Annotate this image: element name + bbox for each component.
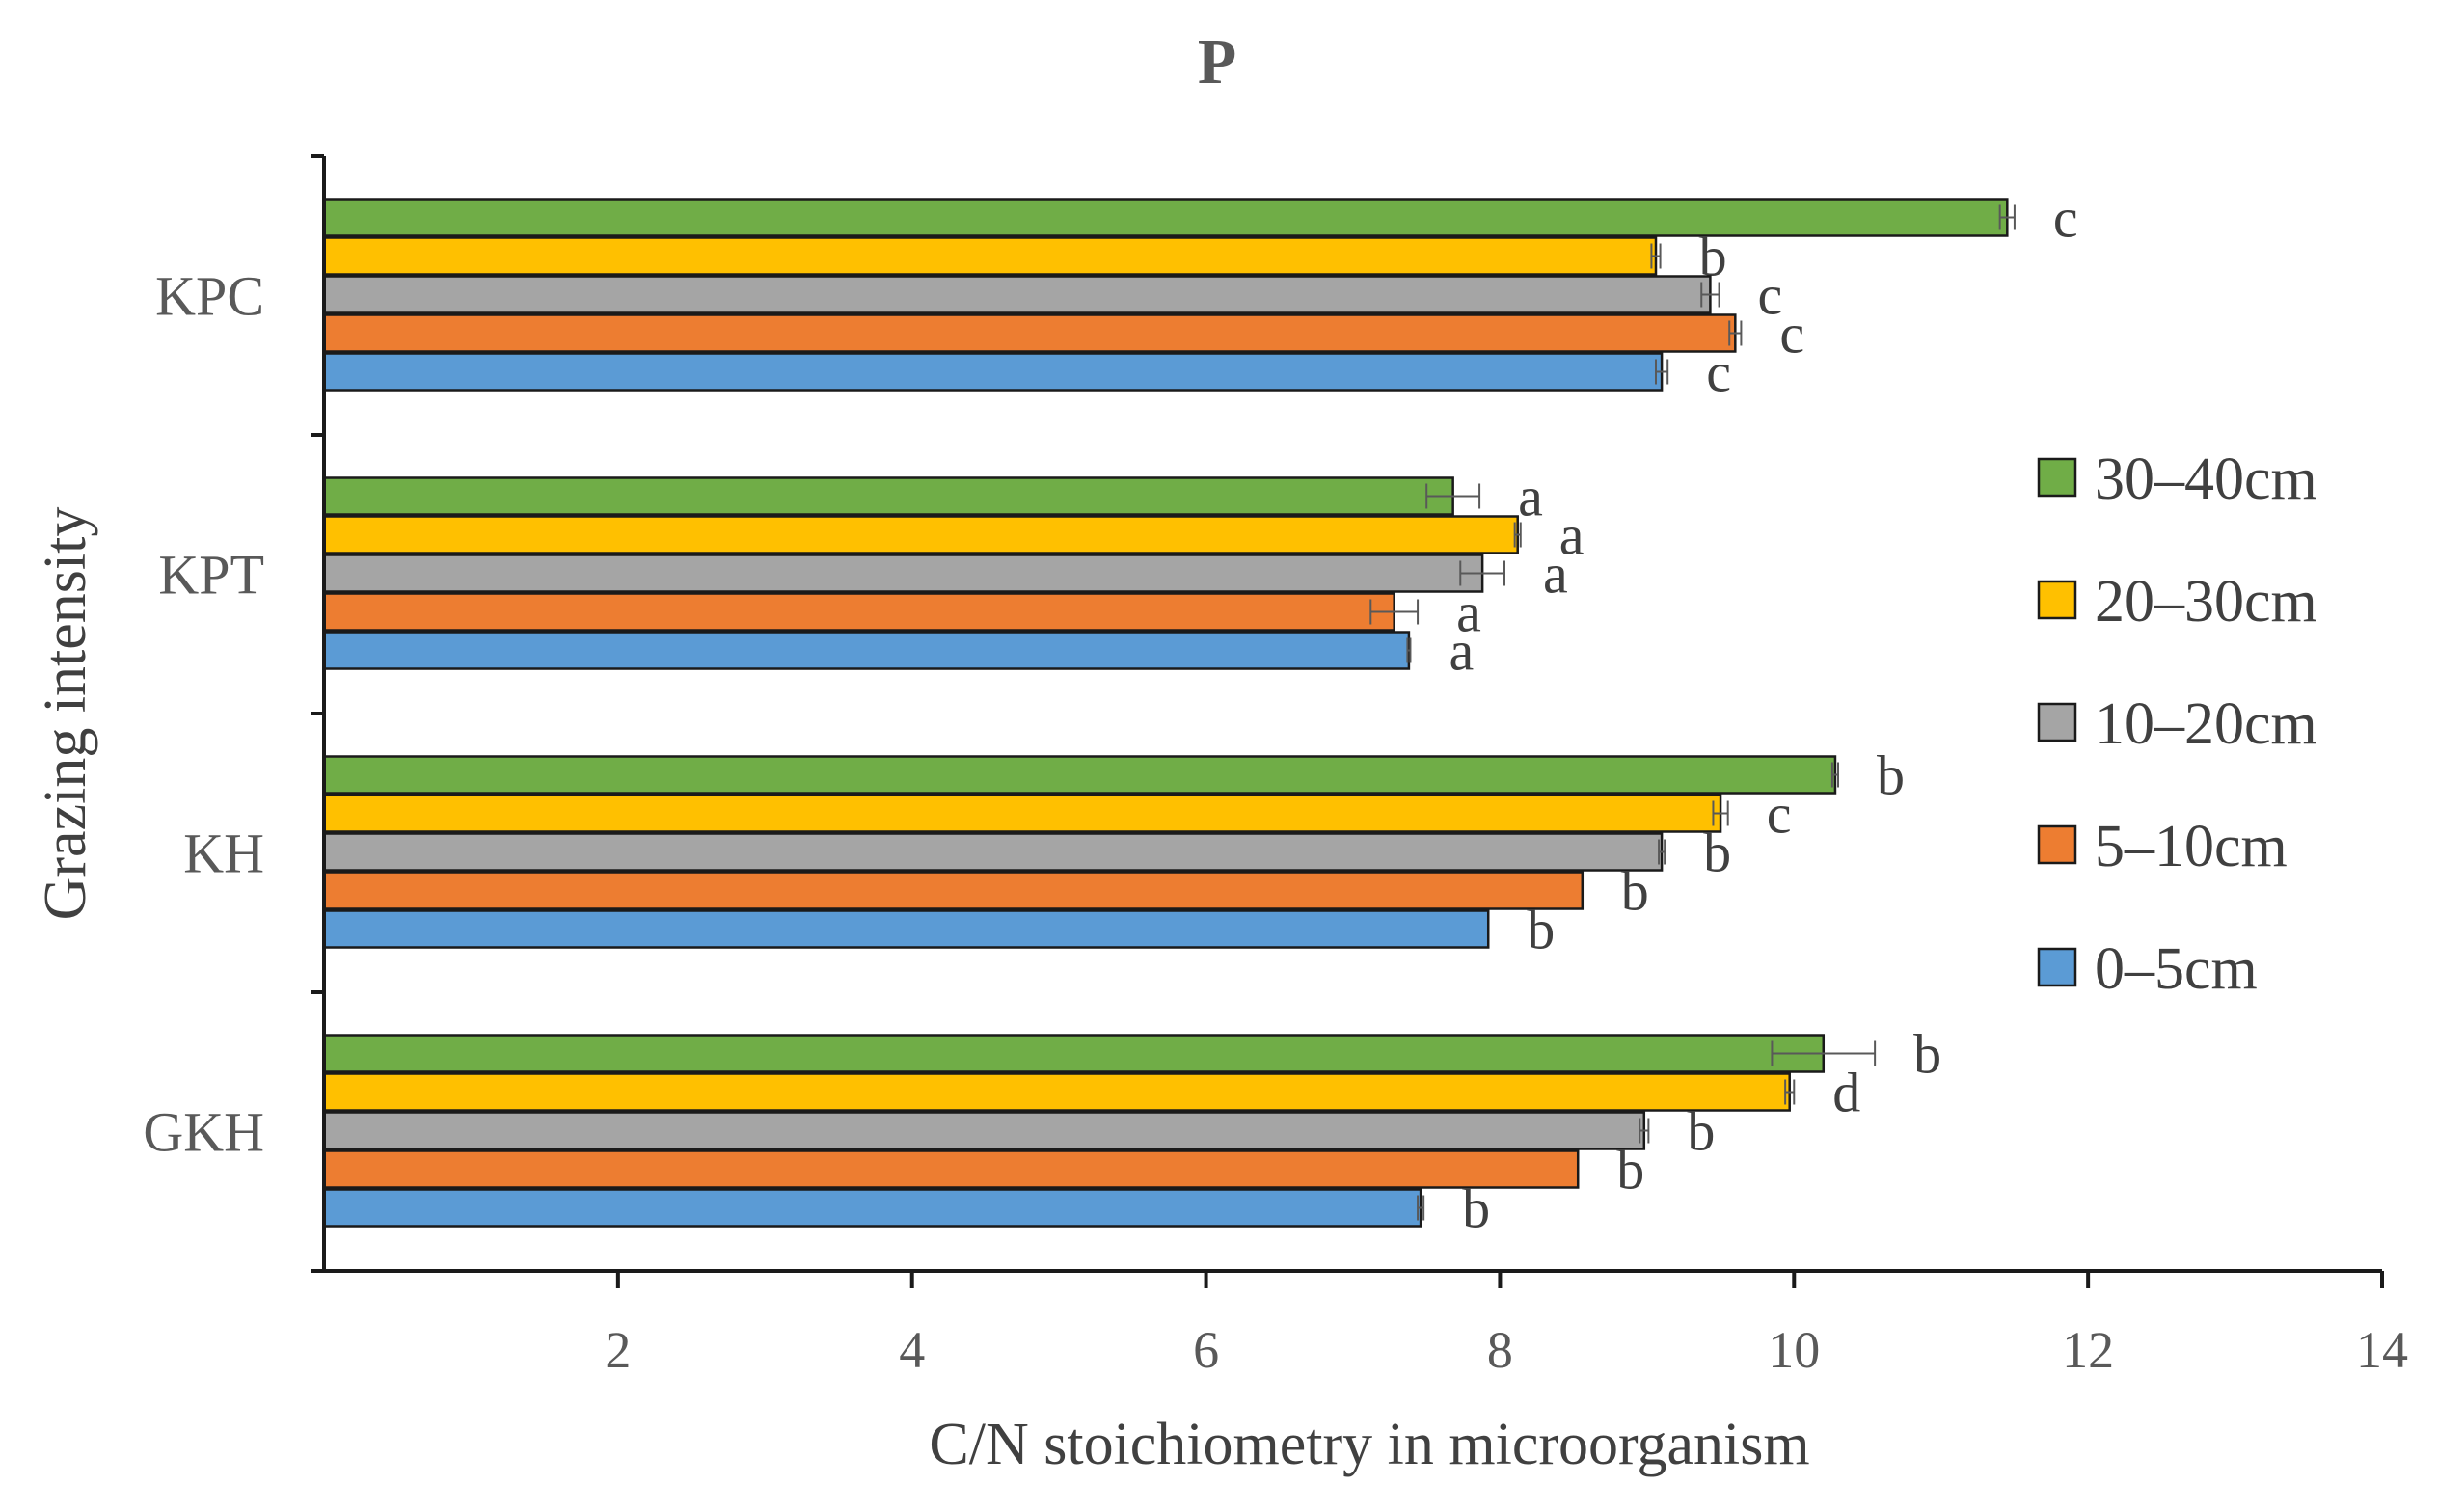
significance-letter-KPT-5–10cm: a xyxy=(1456,581,1481,644)
bar-KPT-5–10cm xyxy=(322,592,1395,632)
significance-letter-KPT-0–5cm: a xyxy=(1449,620,1474,683)
axes: KPC KPT KH GKH 2 4 6 8 10 12 14 xyxy=(143,154,2408,1379)
bar-KPT-0–5cm xyxy=(322,631,1411,670)
bar-KH-5–10cm xyxy=(322,871,1585,910)
legend-swatch-0–5cm xyxy=(2037,947,2077,987)
y-axis-title: Grazing intensity xyxy=(33,507,98,921)
significance-letter-GKH-0–5cm: b xyxy=(1462,1177,1490,1240)
legend-label-5–10cm: 5–10cm xyxy=(2095,814,2288,879)
category-label-KH: KH xyxy=(183,823,264,885)
significance-letter-KH-10–20cm: b xyxy=(1703,822,1731,884)
bar-GKH-30–40cm xyxy=(322,1034,1826,1073)
significance-letter-KPC-10–20cm: c xyxy=(1758,264,1783,327)
significance-letter-KPT-30–40cm: a xyxy=(1518,466,1543,528)
bar-KH-0–5cm xyxy=(322,909,1490,949)
legend-swatch-5–10cm xyxy=(2037,824,2077,865)
bar-KPC-30–40cm xyxy=(322,198,2009,237)
x-tick-label-10: 10 xyxy=(1768,1321,1820,1379)
bar-KPT-10–20cm xyxy=(322,554,1484,593)
x-tick-label-12: 12 xyxy=(2062,1321,2114,1379)
significance-letter-KPT-20–30cm: a xyxy=(1559,504,1585,567)
bar-KPT-20–30cm xyxy=(322,515,1519,554)
significance-letter-GKH-20–30cm: d xyxy=(1832,1062,1860,1124)
bar-GKH-10–20cm xyxy=(322,1111,1646,1150)
bar-GKH-0–5cm xyxy=(322,1188,1422,1228)
x-tick-label-14: 14 xyxy=(2356,1321,2408,1379)
legend-label-30–40cm: 30–40cm xyxy=(2095,446,2317,512)
significance-letter-GKH-5–10cm: b xyxy=(1616,1139,1644,1202)
significance-letter-GKH-30–40cm: b xyxy=(1913,1023,1941,1086)
bar-GKH-5–10cm xyxy=(322,1149,1580,1189)
bar-KPT-30–40cm xyxy=(322,476,1454,516)
significance-letter-KH-30–40cm: b xyxy=(1877,744,1905,807)
legend-swatch-10–20cm xyxy=(2037,702,2077,742)
x-tick-label-4: 4 xyxy=(899,1321,925,1379)
x-axis-title: C/N stoichiometry in microorganism xyxy=(929,1412,1809,1477)
x-tick-label-6: 6 xyxy=(1193,1321,1219,1379)
significance-letter-KPC-5–10cm: c xyxy=(1779,303,1804,365)
bar-KPC-5–10cm xyxy=(322,313,1737,353)
legend-swatch-20–30cm xyxy=(2037,580,2077,620)
significance-letter-KH-0–5cm: b xyxy=(1527,899,1555,961)
chart-title: P xyxy=(1198,27,1236,97)
bar-KPC-10–20cm xyxy=(322,275,1712,314)
x-tick-label-2: 2 xyxy=(605,1321,631,1379)
significance-letter-KH-5–10cm: b xyxy=(1621,860,1649,923)
significance-letter-KPT-10–20cm: a xyxy=(1543,543,1568,606)
significance-letter-KPC-30–40cm: c xyxy=(2053,187,2078,250)
bar-KH-20–30cm xyxy=(322,794,1722,833)
legend-label-0–5cm: 0–5cm xyxy=(2095,936,2258,1002)
category-label-GKH: GKH xyxy=(143,1101,264,1164)
category-label-KPC: KPC xyxy=(155,265,264,328)
legend-label-20–30cm: 20–30cm xyxy=(2095,569,2317,634)
x-tick-label-8: 8 xyxy=(1487,1321,1513,1379)
category-label-KPT: KPT xyxy=(158,544,264,607)
bar-KPC-0–5cm xyxy=(322,352,1664,392)
bar-GKH-20–30cm xyxy=(322,1072,1791,1112)
bar-KPC-20–30cm xyxy=(322,236,1658,276)
bar-KH-10–20cm xyxy=(322,832,1664,872)
significance-letter-KPC-0–5cm: c xyxy=(1706,341,1731,404)
significance-letter-KH-20–30cm: c xyxy=(1767,783,1792,846)
significance-letter-GKH-10–20cm: b xyxy=(1687,1100,1715,1163)
legend-swatch-30–40cm xyxy=(2037,457,2077,498)
bar-KH-30–40cm xyxy=(322,755,1837,795)
legend-label-10–20cm: 10–20cm xyxy=(2095,691,2317,757)
legend: 30–40cm 20–30cm 10–20cm 5–10cm 0–5cm xyxy=(2037,446,2317,1002)
